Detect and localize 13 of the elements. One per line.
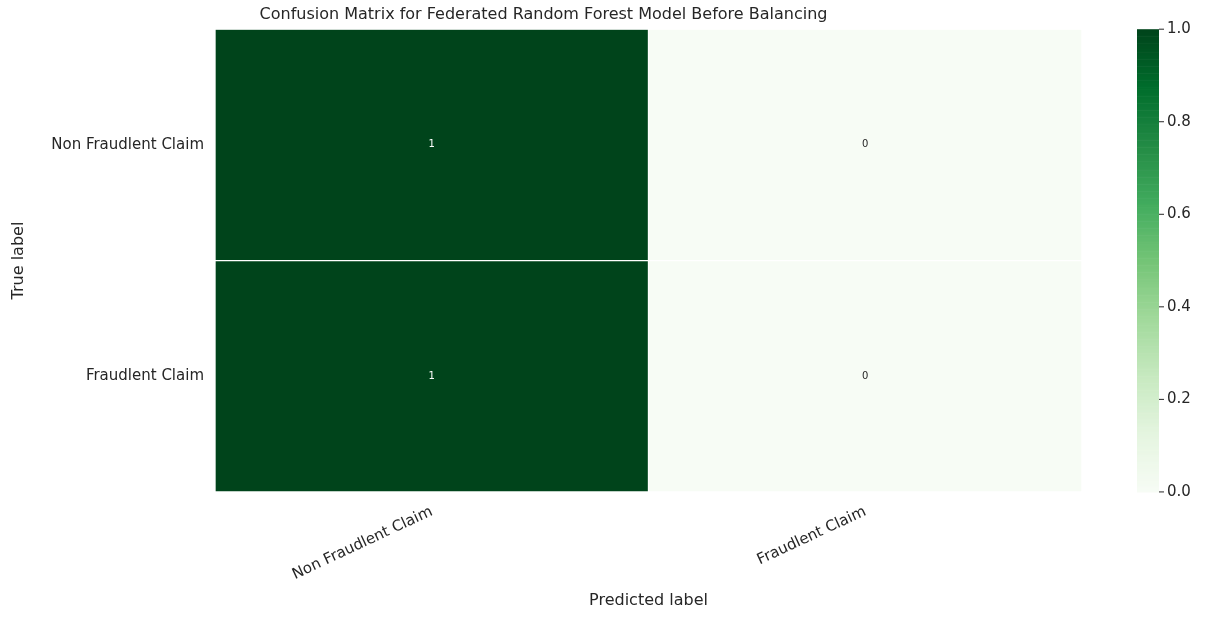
data-label: 1 bbox=[428, 369, 435, 381]
y-axis-title: True label bbox=[7, 221, 27, 301]
color-bar-label: 0.6 bbox=[1167, 204, 1191, 223]
data-label: 0 bbox=[862, 369, 869, 381]
chart-title: Confusion Matrix for Federated Random Forest Model Before Balancing bbox=[259, 3, 828, 23]
color-bar-label: 0.2 bbox=[1167, 389, 1191, 408]
color-bar-label: 1.0 bbox=[1167, 19, 1191, 38]
data-label: 1 bbox=[428, 138, 435, 150]
color-bar-label: 0.8 bbox=[1167, 111, 1191, 130]
x-axis-title: Predicted label bbox=[589, 589, 708, 609]
color-bar-label: 0.0 bbox=[1167, 481, 1191, 500]
color-bar-label: 0.4 bbox=[1167, 296, 1191, 315]
data-label: 0 bbox=[862, 138, 869, 150]
